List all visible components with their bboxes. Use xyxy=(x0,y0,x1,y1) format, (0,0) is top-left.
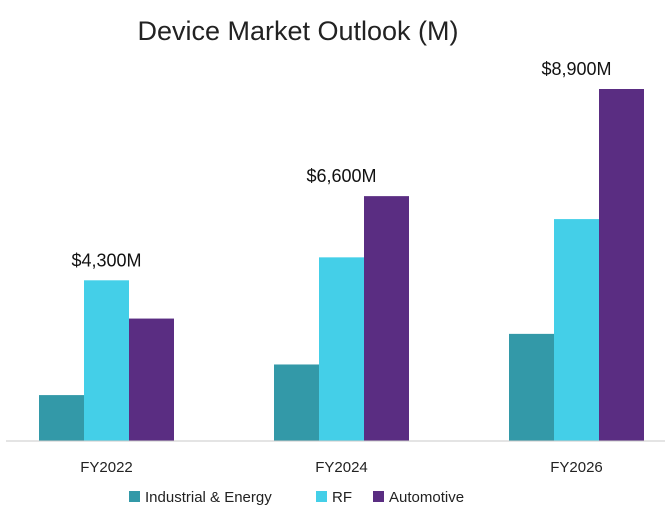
total-label-fy2022: $4,300M xyxy=(71,250,141,270)
bars-layer xyxy=(39,89,644,441)
legend-label-rf: RF xyxy=(332,489,352,506)
x-tick-fy2024: FY2024 xyxy=(315,459,368,476)
legend-label-industrial-energy: Industrial & Energy xyxy=(145,489,272,506)
bar-fy2024-automotive xyxy=(364,196,409,441)
x-tick-fy2022: FY2022 xyxy=(80,459,133,476)
bar-fy2022-rf xyxy=(84,280,129,441)
legend-swatch-automotive xyxy=(373,491,384,502)
legend: Industrial & Energy RF Automotive xyxy=(129,489,464,506)
bar-fy2024-rf xyxy=(319,257,364,441)
legend-swatch-rf xyxy=(316,491,327,502)
legend-label-automotive: Automotive xyxy=(389,489,464,506)
bar-fy2026-industrial-energy xyxy=(509,333,554,441)
bar-fy2022-industrial-energy xyxy=(39,395,84,441)
bar-fy2026-rf xyxy=(554,219,599,441)
bar-fy2022-automotive xyxy=(129,318,174,441)
total-labels: $4,300M $6,600M $8,900M xyxy=(71,59,611,270)
total-label-fy2026: $8,900M xyxy=(541,59,611,79)
bar-fy2024-industrial-energy xyxy=(274,364,319,441)
legend-swatch-industrial-energy xyxy=(129,491,140,502)
bar-fy2026-automotive xyxy=(599,89,644,441)
total-label-fy2024: $6,600M xyxy=(306,166,376,186)
x-tick-labels: FY2022 FY2024 FY2026 xyxy=(80,459,603,476)
x-tick-fy2026: FY2026 xyxy=(550,459,603,476)
chart-title: Device Market Outlook (M) xyxy=(137,16,458,46)
